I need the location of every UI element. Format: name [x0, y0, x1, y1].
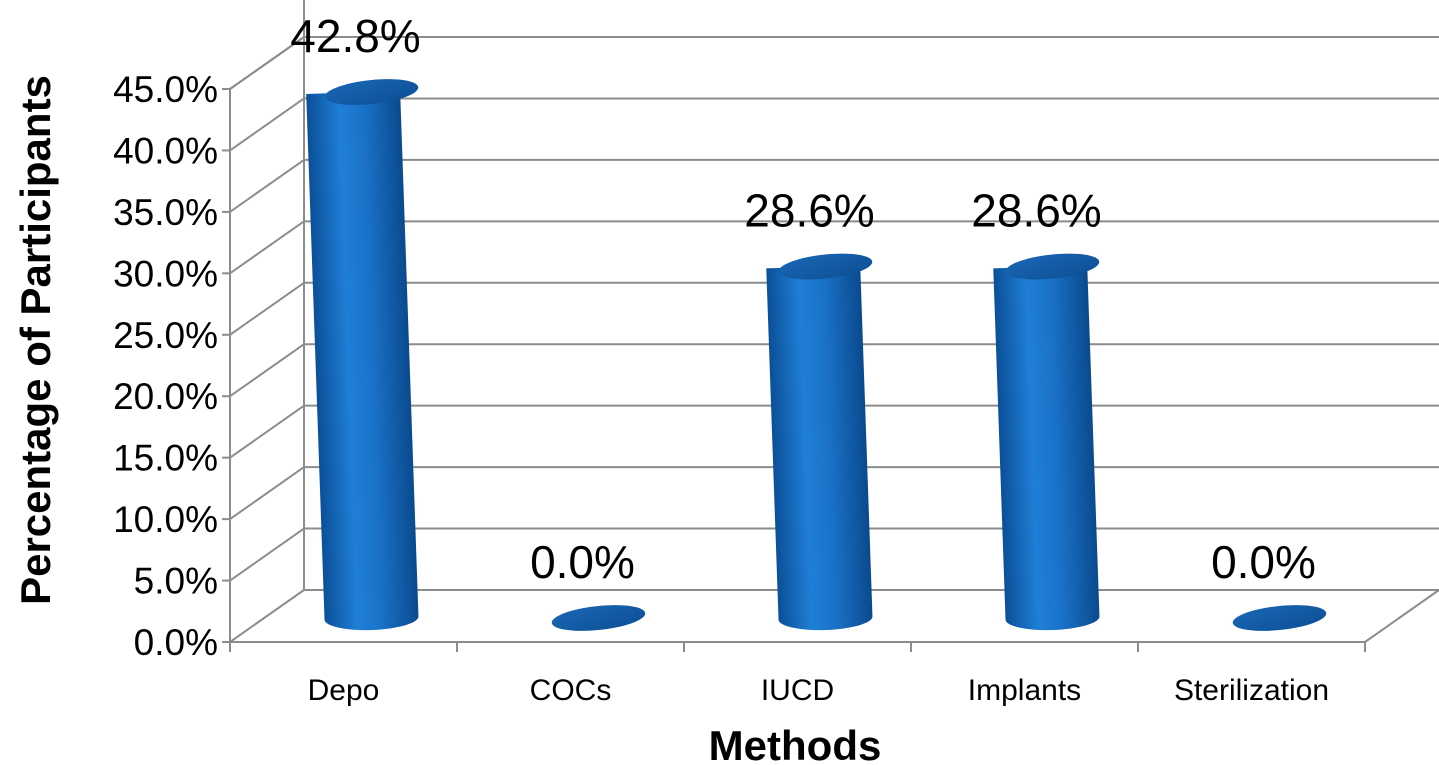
- y-tick-label: 5.0%: [134, 561, 218, 602]
- y-axis-ticks: 0.0% 5.0% 10.0% 15.0% 20.0% 25.0% 30.0% 35.0% 40…: [113, 69, 230, 663]
- x-label-sterilization: Sterilization: [1174, 674, 1329, 707]
- gridline-diagonal: [229, 97, 305, 152]
- data-label-sterilization: 0.0%: [1211, 536, 1316, 588]
- bar-sterilization: [1232, 605, 1327, 631]
- x-label-depo: Depo: [308, 674, 380, 707]
- y-axis-title: Percentage of Participants: [12, 75, 59, 605]
- gridline-diagonal: [229, 36, 305, 90]
- y-tick-label: 35.0%: [113, 192, 218, 233]
- data-label-iucd: 28.6%: [744, 185, 874, 237]
- y-tick-label: 25.0%: [113, 315, 218, 356]
- x-label-iucd: IUCD: [761, 674, 834, 707]
- x-label-implants: Implants: [968, 674, 1081, 707]
- bar-top: [324, 79, 419, 105]
- x-axis-title: Methods: [709, 722, 882, 765]
- data-label-implants: 28.6%: [971, 185, 1101, 237]
- gridline-diagonal: [229, 404, 305, 459]
- gridline-diagonal: [229, 159, 305, 213]
- bar-top: [1005, 253, 1100, 280]
- gridline-diagonal: [229, 220, 305, 275]
- floor-right-edge: [1364, 589, 1439, 643]
- y-tick-label: 20.0%: [113, 376, 218, 417]
- bar-cocs: [551, 605, 646, 631]
- bar-top: [551, 605, 646, 631]
- y-tick-label: 15.0%: [113, 438, 218, 479]
- x-label-cocs: COCs: [530, 674, 612, 707]
- bar-body: [306, 90, 419, 631]
- y-tick-label: 45.0%: [113, 69, 218, 110]
- x-axis-labels: Depo COCs IUCD Implants Sterilization: [229, 642, 1366, 707]
- bar-iucd: [766, 253, 873, 631]
- gridline-diagonal: [229, 466, 305, 520]
- gridline-diagonal: [229, 527, 305, 582]
- bar-implants: [993, 253, 1100, 631]
- bar-depo: [306, 79, 419, 631]
- gridlines: [229, 36, 1439, 643]
- bar-top: [1232, 605, 1327, 631]
- bar-top: [778, 253, 873, 280]
- bars: [306, 79, 1327, 631]
- data-label-cocs: 0.0%: [530, 536, 635, 588]
- y-tick-label: 0.0%: [134, 622, 218, 663]
- gridline-diagonal: [229, 589, 305, 643]
- gridline-diagonal: [229, 343, 305, 398]
- bar-body: [993, 265, 1100, 631]
- y-tick-label: 40.0%: [113, 130, 218, 171]
- y-tick-label: 10.0%: [113, 499, 218, 540]
- gridline-diagonal: [229, 281, 305, 336]
- data-labels: 42.8% 0.0% 28.6% 28.6% 0.0%: [290, 10, 1316, 588]
- data-label-depo: 42.8%: [290, 10, 420, 62]
- bar-body: [766, 265, 873, 631]
- y-tick-label: 30.0%: [113, 253, 218, 294]
